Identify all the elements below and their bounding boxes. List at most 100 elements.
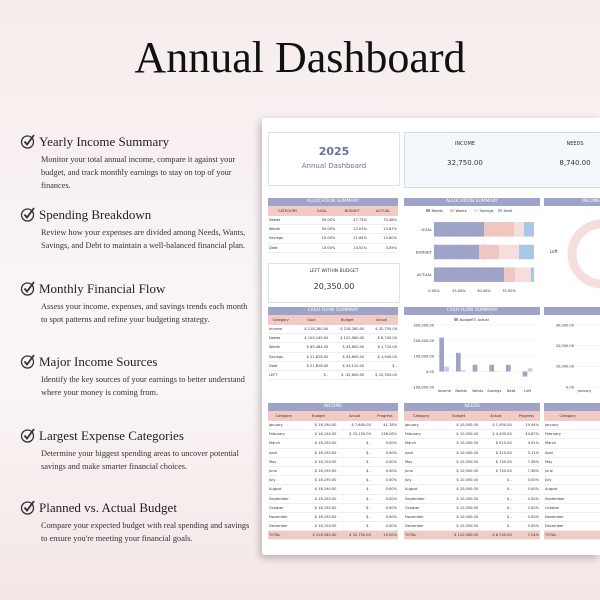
cell: $ 18,190.00	[299, 475, 338, 486]
x-tick-label: 50.00%	[477, 289, 491, 293]
cell: $ 21,828.00	[293, 361, 330, 371]
category-label: BUDGET	[416, 250, 433, 255]
cell: Income	[268, 325, 294, 335]
cell: $ -	[337, 494, 372, 504]
table: CATEGORY GOAL BUDGET ACTUAL Needs 50.00% 47.73…	[268, 206, 398, 253]
kpi-label: INCOME	[454, 141, 476, 147]
feature: Major Income Sources Identify the key sou…	[20, 354, 252, 399]
row: August$	[544, 484, 600, 495]
bar	[514, 222, 524, 237]
bar	[484, 222, 514, 237]
x-tick-label: Debt	[507, 389, 516, 393]
cell: $ 10,000.00	[438, 484, 480, 495]
cell: $ -	[337, 466, 372, 477]
feature: Planned vs. Actual Budget Compare your ex…	[20, 500, 252, 545]
row: December $ 18,190.00 $ -0.00%	[268, 521, 398, 532]
cell: 41.78%	[371, 421, 398, 431]
bar	[524, 222, 534, 237]
feature-title: Planned vs. Actual Budget	[20, 500, 252, 516]
bar	[434, 267, 504, 282]
cell: 0.00%	[371, 438, 398, 449]
cell: 0.00%	[512, 494, 540, 504]
cell: $ 740.00	[479, 457, 513, 467]
section-header: CASH FLOW SUMMARY	[268, 307, 398, 315]
cell: $ 4,490.00	[479, 429, 513, 440]
cell: $ 32,750.00	[337, 530, 372, 541]
table: Category Budget Actual Progress January $ 10,…	[404, 411, 540, 541]
y-tick-label: 0.00	[426, 370, 435, 374]
row: May$	[544, 457, 600, 467]
cell: $ 65,484.00	[293, 342, 330, 353]
cell: Savings	[268, 352, 294, 362]
cell: Savings	[268, 233, 308, 244]
cell: $ 310.00	[479, 448, 513, 458]
cell: 0.00%	[371, 466, 398, 477]
cell: 14.51%	[336, 243, 368, 253]
cell: $ 109,140.00	[293, 333, 330, 344]
cash-flow-table: CASH FLOW SUMMARY Category Goal Budget Actua…	[268, 307, 398, 467]
feature-description: Review how your expenses are divided amo…	[41, 228, 246, 250]
cell: $ -	[479, 475, 513, 486]
cell: August	[544, 484, 592, 495]
row: October$	[544, 503, 600, 513]
title: Annual Dashboard	[134, 33, 466, 82]
row: Savings 10.00% 21.64% 15.60%	[268, 233, 398, 244]
check-mark	[23, 281, 35, 293]
cell: $ 7,600.00	[337, 421, 372, 431]
row: Debt 10.00% 14.51% 3.05%	[268, 243, 398, 253]
feature-description: Identify the key sources of your earning…	[41, 375, 245, 397]
cell: $ 18,190.00	[299, 494, 338, 504]
cell: August	[404, 484, 439, 495]
cell: May	[544, 457, 592, 467]
feature-title: Spending Breakdown	[20, 207, 252, 223]
row: May $ 18,190.00 $ -0.00%	[268, 457, 398, 467]
row: June $ 10,000.00 $ 740.00 7.36%	[404, 466, 540, 477]
cell: February	[268, 429, 300, 440]
section-header: ALLOCATION SUMMARY	[268, 198, 398, 206]
check-circle	[20, 208, 35, 222]
monthly-chart: 30,000.00 20,000.00 10,000.00 0.00 January	[544, 307, 600, 399]
row: Income $ 218,280.00 $ 218,280.00 $ 32,750.0…	[268, 325, 398, 335]
bar	[499, 244, 519, 260]
cell: $ -	[337, 503, 372, 513]
legend-label: Savings	[480, 209, 494, 213]
row: June$	[544, 466, 600, 477]
cell: April	[404, 448, 439, 458]
bar	[504, 267, 515, 282]
row: March $ 18,190.00 $ -0.00%	[268, 438, 398, 449]
row: November$	[544, 512, 600, 523]
cell: TOTAL	[268, 530, 300, 541]
cell: 0.00%	[512, 475, 540, 486]
check-icon	[20, 134, 35, 149]
legend-label: Actual	[478, 318, 489, 322]
bar	[444, 366, 449, 372]
allocation-chart: ALLOCATION SUMMARY Needs Wants Savings Debt 0…	[404, 198, 540, 300]
cell: $ 8,740.00	[365, 333, 398, 344]
cell: $ 10,000.00	[438, 438, 480, 449]
header-row: Category Budget Actual Progress	[268, 411, 398, 421]
y-tick-label: 300,000.00	[413, 323, 434, 327]
cell: 0.00%	[371, 512, 398, 523]
cell: $ 10,000.00	[438, 512, 480, 523]
feature-title: Major Income Sources	[20, 354, 252, 370]
kpi-box: INCOME 32,750.00 NEEDS 8,740.00	[404, 132, 600, 188]
cell: 22.03%	[336, 224, 368, 235]
cell: 7.36%	[512, 466, 540, 477]
cell: 0.00%	[512, 512, 540, 523]
feature: Spending Breakdown Review how your expens…	[20, 207, 252, 252]
bar	[456, 352, 461, 372]
check-circle	[20, 429, 35, 443]
cell: $ 18,190.00	[299, 429, 338, 440]
cell: October	[544, 503, 592, 513]
table: Category Budget Actual Progress January $ 18,…	[268, 411, 398, 541]
cell: September	[404, 494, 439, 504]
cell: $ 10,000.00	[438, 494, 480, 504]
row: April $ 10,000.00 $ 310.00 3.11%	[404, 448, 540, 458]
cell: 0.00%	[371, 503, 398, 513]
cell: $ 18,190.00	[299, 503, 338, 513]
cell: November	[544, 512, 592, 523]
cell: December	[268, 521, 300, 532]
cell: $ -32,600.00	[329, 370, 366, 381]
